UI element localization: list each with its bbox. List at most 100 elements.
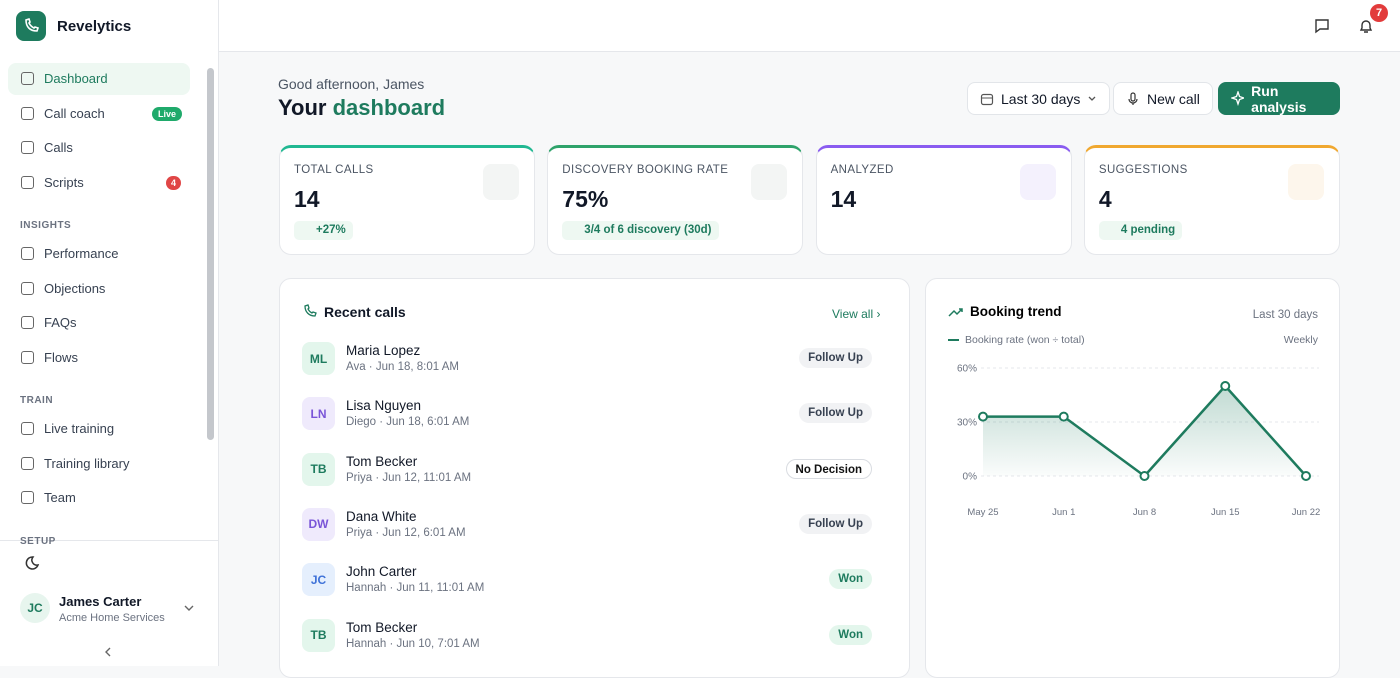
button-label: Last 30 days [1001,90,1081,107]
stat-card: ANALYZED 14 [815,145,1072,255]
caller-name[interactable]: Tom Becker [346,619,418,635]
page-title: Your dashboard [278,95,445,121]
status-pill: Follow Up [799,403,872,424]
icon [304,304,317,317]
stat-label: ANALYZED [830,164,894,176]
stat-icon [1019,164,1056,200]
section-title: SETUP [20,535,56,547]
nav-icon [21,72,34,85]
stat-value: 4 [1098,186,1112,212]
chart: Booking trend Last 30 days Weekly 0% 30% 60% M… [948,304,1320,518]
logo [16,11,46,41]
section-title: TRAIN [20,395,54,406]
x-tick-label: Jun 8 [1133,507,1156,518]
nav-item[interactable]: Training library [44,455,130,471]
theme-toggle[interactable] [22,554,40,572]
booking-trend: Booking trend Last 30 days Weekly 0% 30% 60% M… [925,278,1340,678]
avatar: LN [302,397,335,431]
x-tick-label: Jun 15 [1211,507,1240,518]
stat-value: 14 [830,186,857,212]
collapse[interactable] [102,646,114,658]
nav-item[interactable]: FAQs [44,315,77,330]
y-tick-label: 60% [957,364,977,375]
recent-calls: Recent calls View all › ML Maria Lopez Ava… [279,278,910,678]
stat-value: 14 [294,186,320,212]
run-analysis[interactable]: Run analysis [1218,82,1340,115]
nav-item[interactable]: Performance [44,246,119,261]
call-meta: Priya · Jun 12, 6:01 AM [346,526,466,539]
nav-item[interactable]: Calls [44,140,73,156]
avatar: TB [302,618,335,652]
chart-subtitle: Last 30 days [1253,309,1318,321]
sidebar: Revelytics JC James Carter Acme Home Ser… [0,0,219,666]
call-meta: Hannah · Jun 11, 11:01 AM [346,582,485,595]
caller-name[interactable]: Dana White [346,508,417,524]
stat-label: SUGGESTIONS [1098,164,1188,176]
caller-name[interactable]: Maria Lopez [346,343,421,358]
nav-item[interactable]: Live training [44,421,115,436]
chevron[interactable] [183,602,195,614]
status-pill: Won [829,569,872,590]
date-range[interactable]: Last 30 days [967,82,1111,115]
icon [948,308,963,317]
point [1301,471,1311,481]
stat-card: SUGGESTIONS 4 4 pending [1083,145,1340,255]
point [1220,381,1231,391]
button-label: New call [1147,90,1200,107]
nav-item[interactable]: Objections [44,280,106,296]
messages[interactable] [1314,18,1330,34]
panel-title: Recent calls [324,304,406,320]
nav-icon [21,350,34,364]
avatar: DW [302,507,335,541]
avatar: JC [302,563,335,597]
stat-card: DISCOVERY BOOKING RATE 75% 3/4 of 6 discov… [547,145,804,255]
avatar: ML [302,342,335,375]
stat-icon [751,164,788,200]
notifications[interactable] [1358,18,1374,34]
status-pill: No Decision [785,458,872,479]
chart-title: Booking trend [970,304,1062,319]
stat-label: DISCOVERY BOOKING RATE [562,164,729,176]
x-tick-label: May 25 [967,507,998,518]
nav-item[interactable]: Flows [44,349,78,365]
nav-item[interactable]: Scripts [44,174,84,190]
nav-icon [21,456,34,470]
stat-icon [483,164,519,200]
point [1139,471,1150,481]
view-all[interactable]: View all › [832,307,881,321]
stat-value: 75% [562,186,609,212]
legend-label: Booking rate (won ÷ total) [965,334,1085,346]
title-highlight: dashboard [332,95,446,120]
notification-badge: 7 [1370,4,1388,22]
button-label: Run analysis [1251,82,1307,115]
call-meta: Hannah · Jun 10, 7:01 AM [346,637,480,650]
nav-icon [21,247,34,260]
nav-icon [21,281,34,295]
chart-period: Weekly [1284,334,1319,346]
caller-name[interactable]: John Carter [346,564,417,580]
user-avatar: JC [20,593,50,623]
caller-name[interactable]: Lisa Nguyen [346,398,422,414]
y-tick-label: 30% [957,418,977,429]
scrollbar [207,68,214,440]
status-pill: Follow Up [799,348,872,368]
nav-icon [21,175,34,189]
nav-icon [21,316,34,329]
call-meta: Ava · Jun 18, 8:01 AM [346,361,459,373]
user-name: James Carter [59,594,142,609]
point [1058,411,1069,422]
nav-item[interactable]: Dashboard [44,71,108,86]
x-tick-label: Jun 1 [1052,507,1075,518]
nav-icon [21,422,34,435]
caller-name[interactable]: Tom Becker [346,453,418,469]
nav-badge: 4 [165,175,181,190]
new-call[interactable]: New call [1113,82,1213,115]
stat-note: +27% [294,221,353,240]
nav-active [8,63,190,95]
stat-icon [1287,164,1324,200]
nav-item[interactable]: Team [44,490,76,505]
link[interactable]: View all [832,307,874,321]
nav-item[interactable]: Call coach [44,105,105,121]
status-pill: Follow Up [799,513,872,534]
